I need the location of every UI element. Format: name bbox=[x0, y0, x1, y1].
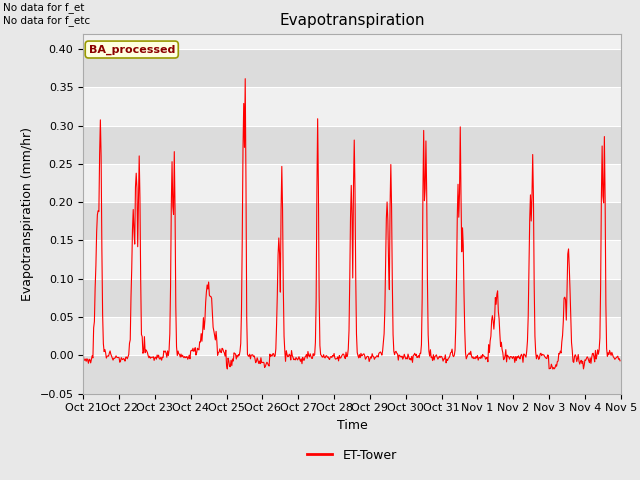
Bar bbox=[83, 202, 621, 240]
Bar bbox=[83, 355, 621, 394]
Bar bbox=[83, 49, 621, 87]
Bar bbox=[83, 240, 621, 279]
Bar bbox=[83, 125, 621, 164]
Bar bbox=[83, 317, 621, 355]
X-axis label: Time: Time bbox=[337, 419, 367, 432]
Text: BA_processed: BA_processed bbox=[88, 44, 175, 55]
Y-axis label: Evapotranspiration (mm/hr): Evapotranspiration (mm/hr) bbox=[21, 127, 34, 300]
Text: No data for f_et
No data for f_etc: No data for f_et No data for f_etc bbox=[3, 2, 90, 26]
Title: Evapotranspiration: Evapotranspiration bbox=[279, 13, 425, 28]
Bar bbox=[83, 279, 621, 317]
Bar bbox=[83, 87, 621, 125]
Legend: ET-Tower: ET-Tower bbox=[302, 444, 402, 467]
Bar bbox=[83, 164, 621, 202]
